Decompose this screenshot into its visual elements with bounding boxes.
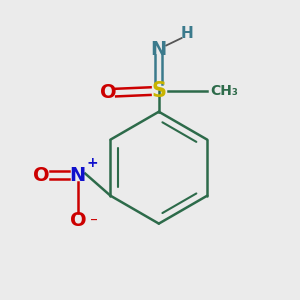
Text: O: O — [70, 211, 86, 230]
Text: N: N — [70, 166, 86, 184]
Text: N: N — [151, 40, 167, 59]
Text: O: O — [100, 83, 117, 102]
Text: H: H — [180, 26, 193, 41]
Text: S: S — [151, 81, 166, 101]
Text: O: O — [33, 166, 50, 184]
Text: +: + — [87, 156, 98, 170]
Text: ⁻: ⁻ — [90, 216, 98, 231]
Text: CH₃: CH₃ — [210, 84, 238, 98]
